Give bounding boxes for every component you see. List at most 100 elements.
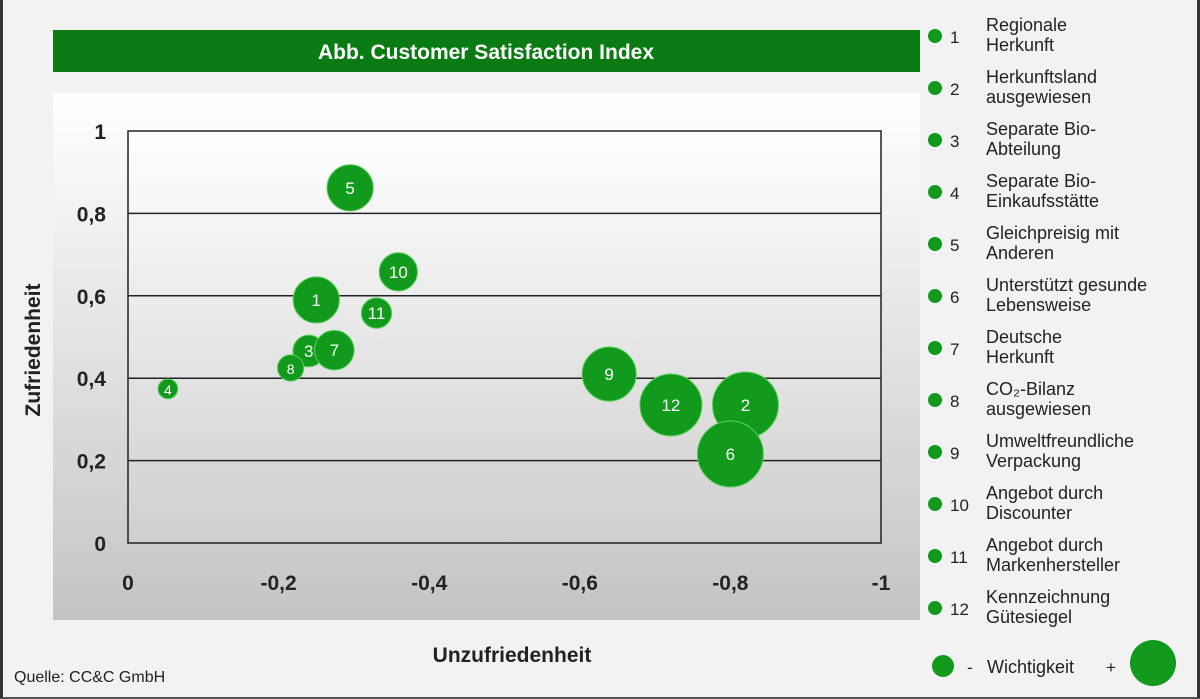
bubble-label: 3 — [304, 342, 313, 361]
legend-label-line2: ausgewiesen — [986, 87, 1091, 107]
legend-label-line1: Regionale — [986, 15, 1067, 35]
legend-label-line2: Gütesiegel — [986, 607, 1072, 627]
legend-dot-icon — [928, 497, 942, 511]
legend-number: 6 — [950, 288, 959, 307]
bubble-4: 4 — [157, 378, 179, 400]
x-tick-label: 0 — [122, 572, 134, 595]
legend-dot-icon — [928, 133, 942, 147]
y-tick-label: 0,2 — [77, 451, 106, 474]
chart-title: Abb. Customer Satisfaction Index — [318, 41, 654, 64]
legend-label-line1: Unterstützt gesunde — [986, 275, 1147, 295]
legend-label-line2: ausgewiesen — [986, 399, 1091, 419]
legend-number: 7 — [950, 340, 959, 359]
legend-label-line1: Separate Bio- — [986, 119, 1096, 139]
legend-label-line2: Herkunft — [986, 347, 1054, 367]
legend-dot-icon — [928, 81, 942, 95]
legend-dot-icon — [928, 237, 942, 251]
bubble-label: 12 — [661, 396, 680, 415]
size-legend: - Wichtigkeit + — [932, 640, 1176, 686]
legend-label-line2: Einkaufsstätte — [986, 191, 1099, 211]
bubble-label: 9 — [604, 365, 613, 384]
size-legend-label: Wichtigkeit — [987, 657, 1074, 677]
legend-dot-icon — [928, 289, 942, 303]
y-tick-label: 1 — [94, 121, 106, 144]
bubble-label: 6 — [726, 445, 735, 464]
y-axis-label: Zufriedenheit — [22, 283, 45, 416]
bubble-mark — [378, 252, 418, 292]
bubble-mark — [360, 297, 393, 329]
plot-area — [127, 130, 882, 544]
legend-dot-icon — [928, 601, 942, 615]
legend-label-line1: Deutsche — [986, 327, 1062, 347]
bubble-mark — [581, 346, 637, 402]
legend-number: 11 — [950, 548, 968, 567]
y-tick-label: 0,8 — [77, 203, 107, 226]
legend-number: 9 — [950, 444, 959, 463]
size-legend-large-bubble — [1130, 640, 1176, 686]
legend-number: 2 — [950, 80, 959, 99]
x-tick-label: -0,6 — [562, 572, 598, 595]
bubble-7: 7 — [314, 329, 355, 371]
bubble-10: 10 — [378, 252, 418, 292]
legend-number: 3 — [950, 132, 959, 151]
y-tick-label: 0 — [94, 533, 106, 556]
legend-number: 1 — [950, 28, 959, 47]
legend-dot-icon — [928, 341, 942, 355]
legend-dot-icon — [928, 185, 942, 199]
legend-label-line2: Herkunft — [986, 35, 1054, 55]
bubble-label: 8 — [287, 361, 295, 377]
size-legend-plus: + — [1106, 658, 1116, 677]
legend-label-line1: CO₂-Bilanz — [986, 379, 1075, 399]
legend-label-line1: Herkunftsland — [986, 67, 1097, 87]
bubble-label: 7 — [330, 341, 339, 360]
legend-dot-icon — [928, 29, 942, 43]
bubble-label: 2 — [741, 396, 750, 415]
source-note: Quelle: CC&C GmbH — [14, 669, 165, 686]
legend-label-line1: Kennzeichnung — [986, 587, 1110, 607]
bubble-label: 4 — [164, 382, 172, 398]
legend-dot-icon — [928, 549, 942, 563]
legend-number: 8 — [950, 392, 959, 411]
x-tick-label: -1 — [872, 572, 891, 595]
legend-item: 4 Separate Bio-Einkaufsstätte — [928, 171, 1099, 211]
size-legend-small-bubble — [932, 655, 954, 677]
legend-label-line1: Gleichpreisig mit — [986, 223, 1119, 243]
legend-label-line1: Separate Bio- — [986, 171, 1096, 191]
bubble-6: 6 — [696, 420, 764, 488]
legend-label-line1: Umweltfreundliche — [986, 431, 1134, 451]
bubble-mark — [314, 329, 355, 371]
y-tick-label: 0,4 — [77, 368, 107, 391]
x-axis-label: Unzufriedenheit — [433, 644, 592, 667]
bubble-mark — [639, 373, 703, 437]
bubble-label: 11 — [368, 304, 386, 323]
legend-item: 3 Separate Bio-Abteilung — [928, 119, 1096, 159]
x-tick-label: -0,4 — [411, 572, 448, 595]
legend-dot-icon — [928, 445, 942, 459]
bubble-mark — [326, 164, 374, 212]
x-tick-label: -0,8 — [712, 572, 749, 595]
bubble-mark — [276, 354, 305, 382]
legend-number: 5 — [950, 236, 959, 255]
title-bar — [53, 30, 920, 72]
bubble-9: 9 — [581, 346, 637, 402]
bubble-label: 5 — [345, 179, 354, 198]
bubble-mark — [157, 378, 179, 400]
legend-label-line2: Discounter — [986, 503, 1072, 523]
legend-number: 12 — [950, 600, 969, 619]
legend-label-line2: Lebensweise — [986, 295, 1091, 315]
legend-number: 4 — [950, 184, 959, 203]
legend-number: 10 — [950, 496, 969, 515]
bubble-12: 12 — [639, 373, 703, 437]
x-tick-label: -0,2 — [261, 572, 297, 595]
